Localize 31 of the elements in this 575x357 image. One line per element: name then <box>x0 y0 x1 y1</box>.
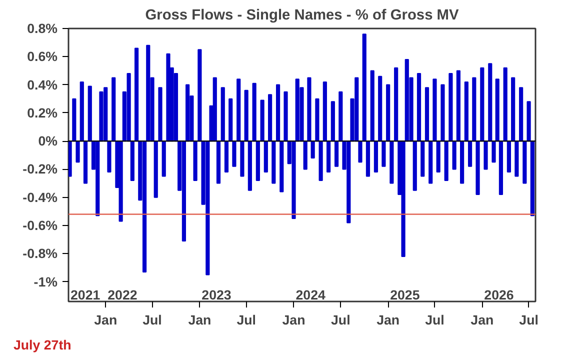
x-tick-label: Jan <box>188 312 212 328</box>
chart-title: Gross Flows - Single Names - % of Gross MV <box>145 8 459 24</box>
y-tick-label: 0.2% <box>27 105 58 120</box>
annotation: 2022 <box>108 288 138 302</box>
bar <box>68 140 72 177</box>
bar <box>166 53 170 142</box>
y-tick-label: -0.2% <box>22 162 58 177</box>
annotation: 2024 <box>296 288 326 302</box>
y-tick-label: 0.4% <box>27 77 58 92</box>
x-tick-label: Jul <box>142 312 162 328</box>
y-tick-label: -0.8% <box>22 246 58 262</box>
y-tick-label: 0% <box>38 134 58 149</box>
x-tick-label: Jan <box>470 312 494 328</box>
y-tick-label: 0.6% <box>27 49 58 64</box>
bar <box>193 140 198 181</box>
annotation: 2021 <box>70 288 101 302</box>
x-tick-label: Jul <box>519 312 538 328</box>
x-tick-label: Jul <box>331 312 350 328</box>
y-tick-label: -0.4% <box>22 190 58 205</box>
x-tick-label: Jul <box>425 312 444 328</box>
y-tick-label: -0.6% <box>22 218 58 234</box>
y-tick-label: -1% <box>34 274 58 290</box>
annotation: 2026 <box>484 288 514 302</box>
x-tick-label: Jan <box>376 312 400 328</box>
x-tick-label: Jan <box>282 312 306 328</box>
text: July 27th <box>14 338 72 352</box>
y-tick-label: 0.8% <box>27 21 58 36</box>
annotation: 2023 <box>202 288 232 302</box>
x-tick-label: Jan <box>94 312 118 328</box>
annotation: 2025 <box>390 288 420 302</box>
x-tick-label: Jul <box>236 312 256 328</box>
